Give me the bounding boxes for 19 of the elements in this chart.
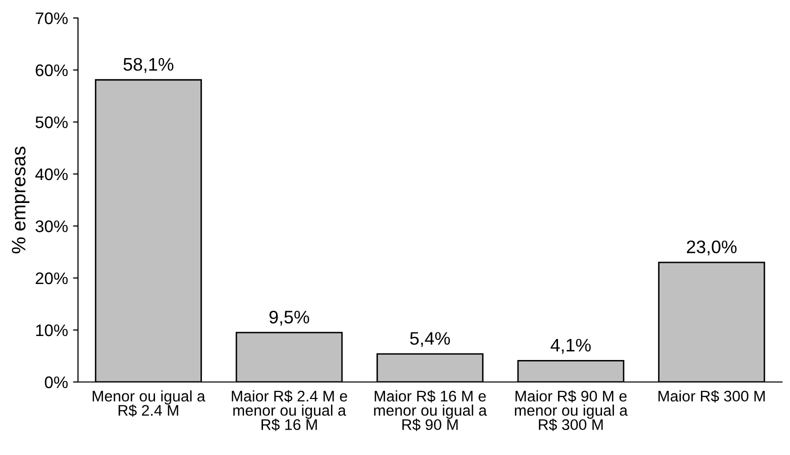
- y-tick-label: 10%: [36, 324, 68, 336]
- y-tick-label: 70%: [36, 12, 68, 24]
- x-tick-label: Menor ou igual a R$ 2.4 M: [92, 390, 206, 417]
- x-tick-label: Maior R$ 90 M e menor ou igual a R$ 300 M: [514, 390, 628, 431]
- y-tick-label: 30%: [36, 220, 68, 232]
- y-tick-label: 50%: [36, 116, 68, 128]
- y-axis-title: % empresas: [12, 146, 30, 254]
- x-tick-label: Maior R$ 300 M: [658, 390, 765, 402]
- data-label: 58,1%: [124, 58, 174, 73]
- x-tick-label: Maior R$ 2.4 M e menor ou igual a R$ 16 M: [232, 390, 348, 431]
- data-label: 23,0%: [686, 240, 737, 256]
- y-tick-label: 20%: [36, 272, 68, 284]
- y-tick-label: 40%: [35, 168, 68, 180]
- data-label: 4,1%: [550, 338, 591, 354]
- data-label: 9,5%: [269, 310, 310, 326]
- y-tick-label: 60%: [36, 64, 68, 76]
- data-label: 5,4%: [410, 332, 450, 347]
- y-tick-label: 0%: [44, 376, 68, 388]
- x-tick-label: Maior R$ 16 M e menor ou igual a R$ 90 M: [374, 390, 487, 431]
